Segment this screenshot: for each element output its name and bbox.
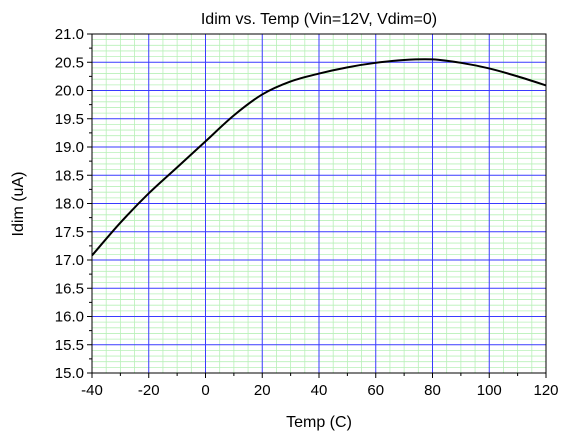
y-tick-label: 16.5 bbox=[55, 280, 84, 297]
x-tick-label: -20 bbox=[138, 382, 160, 399]
x-tick-label: 20 bbox=[254, 382, 271, 399]
y-tick-label: 21.0 bbox=[55, 26, 84, 43]
x-tick-label: -40 bbox=[81, 382, 103, 399]
chart-title: Idim vs. Temp (Vin=12V, Vdim=0) bbox=[201, 11, 437, 28]
y-tick-label: 15.0 bbox=[55, 365, 84, 382]
x-tick-label: 0 bbox=[201, 382, 209, 399]
y-tick-label: 17.5 bbox=[55, 224, 84, 241]
x-axis: -40 -20 0 20 40 60 80 100 120 bbox=[81, 373, 559, 399]
y-tick-label: 18.0 bbox=[55, 196, 84, 213]
y-tick-label: 16.0 bbox=[55, 309, 84, 326]
y-tick-label: 17.0 bbox=[55, 252, 84, 269]
x-tick-label: 100 bbox=[477, 382, 502, 399]
x-axis-label: Temp (C) bbox=[286, 414, 352, 431]
y-axis-label: Idim (uA) bbox=[10, 172, 27, 237]
y-tick-label: 18.5 bbox=[55, 167, 84, 184]
y-axis: 15.0 15.5 16.0 16.5 17.0 17.5 18.0 18.5 19.0 19.5… bbox=[55, 26, 92, 382]
y-tick-label: 20.5 bbox=[55, 54, 84, 71]
y-tick-label: 15.5 bbox=[55, 337, 84, 354]
y-tick-label: 19.0 bbox=[55, 139, 84, 156]
x-tick-label: 80 bbox=[424, 382, 441, 399]
major-grid bbox=[92, 34, 546, 373]
y-tick-label: 20.0 bbox=[55, 83, 84, 100]
x-tick-label: 40 bbox=[311, 382, 328, 399]
series-layer bbox=[91, 58, 547, 257]
y-tick-label: 19.5 bbox=[55, 111, 84, 128]
x-tick-label: 120 bbox=[533, 382, 558, 399]
x-tick-label: 60 bbox=[367, 382, 384, 399]
series-line bbox=[91, 58, 547, 257]
